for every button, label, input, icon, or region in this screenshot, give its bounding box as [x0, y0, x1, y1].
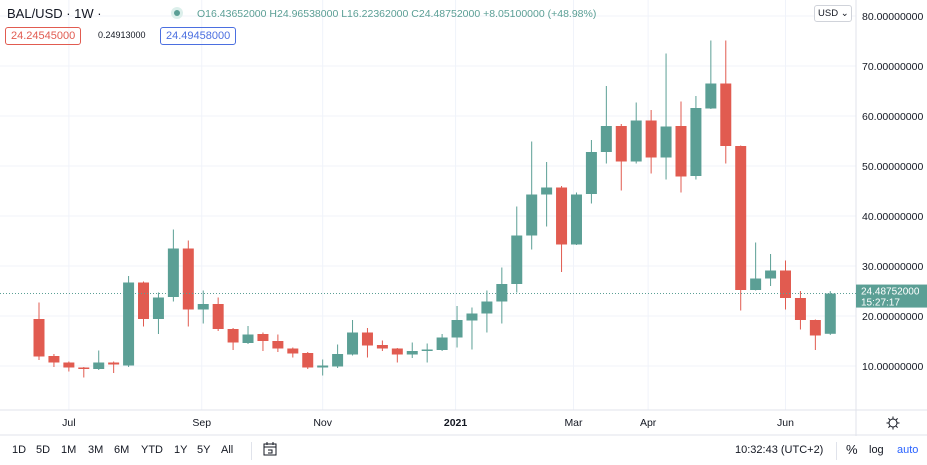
- candle-up[interactable]: [451, 320, 463, 338]
- last-price-badge: [856, 284, 927, 308]
- x-tick-label: Mar: [564, 417, 583, 429]
- candle-up[interactable]: [197, 304, 209, 310]
- bottom-toolbar: 1D 5D 1M 3M 6M YTD 1Y 5Y All 10:32:43 (U…: [0, 436, 927, 465]
- candle-down[interactable]: [391, 348, 403, 355]
- currency-dropdown[interactable]: USD ⌄: [814, 5, 852, 22]
- range-1d[interactable]: 1D: [12, 444, 27, 456]
- candle-up[interactable]: [167, 248, 179, 298]
- x-tick-label: 2021: [444, 417, 468, 429]
- market-status-icon: [171, 7, 183, 19]
- candle-down[interactable]: [720, 83, 732, 147]
- candle-up[interactable]: [123, 282, 135, 366]
- range-5y[interactable]: 5Y: [197, 444, 211, 456]
- range-1y[interactable]: 1Y: [174, 444, 188, 456]
- candle-down[interactable]: [556, 187, 568, 245]
- candle-up[interactable]: [585, 152, 597, 194]
- candle-down[interactable]: [138, 282, 150, 320]
- candle-up[interactable]: [347, 332, 359, 355]
- candle-down[interactable]: [780, 270, 791, 299]
- candle-up[interactable]: [93, 362, 105, 370]
- range-ytd[interactable]: YTD: [141, 444, 163, 456]
- x-tick-label: Jun: [777, 417, 794, 429]
- y-tick-label: 20.00000000: [862, 311, 923, 323]
- y-tick-label: 80.00000000: [862, 11, 923, 23]
- last-price-label: 24.48752000: [861, 287, 920, 298]
- candle-up[interactable]: [152, 297, 164, 320]
- candle-down[interactable]: [182, 248, 194, 310]
- candle-down[interactable]: [257, 334, 269, 341]
- y-tick-label: 30.00000000: [862, 261, 923, 273]
- percent-scale-toggle[interactable]: %: [846, 442, 858, 457]
- go-to-date-icon[interactable]: [263, 441, 277, 460]
- range-all[interactable]: All: [221, 444, 234, 456]
- y-tick-label: 10.00000000: [862, 361, 923, 373]
- ohlc-legend: O16.43652000 H24.96538000 L16.22362000 C…: [197, 8, 597, 20]
- candle-up[interactable]: [317, 365, 329, 368]
- candle-down[interactable]: [376, 345, 388, 349]
- auto-scale-toggle[interactable]: auto: [897, 444, 919, 456]
- candle-down[interactable]: [212, 304, 224, 329]
- candle-down[interactable]: [227, 329, 239, 343]
- range-6m[interactable]: 6M: [114, 444, 130, 456]
- candle-up[interactable]: [600, 126, 612, 152]
- candle-up[interactable]: [765, 270, 777, 279]
- candle-down[interactable]: [615, 126, 627, 162]
- candle-down[interactable]: [675, 126, 687, 177]
- candle-up[interactable]: [630, 120, 642, 162]
- candle-down[interactable]: [33, 319, 45, 357]
- candle-up[interactable]: [511, 235, 523, 285]
- candle-down[interactable]: [645, 120, 657, 158]
- candle-up[interactable]: [824, 293, 836, 334]
- candle-up[interactable]: [570, 194, 582, 245]
- candle-up[interactable]: [690, 108, 702, 176]
- candle-up[interactable]: [242, 334, 254, 344]
- candle-down[interactable]: [361, 332, 373, 346]
- y-tick-label: 40.00000000: [862, 211, 923, 223]
- range-3m[interactable]: 3M: [88, 444, 104, 456]
- y-tick-label: 60.00000000: [862, 111, 923, 123]
- candle-down[interactable]: [78, 367, 90, 370]
- x-tick-label: Sep: [192, 417, 211, 429]
- x-tick-label: Apr: [640, 417, 657, 429]
- symbol-title[interactable]: BAL/USD · 1W ·: [7, 6, 102, 21]
- range-5d[interactable]: 5D: [36, 444, 51, 456]
- candle-up[interactable]: [436, 337, 448, 351]
- candle-down[interactable]: [108, 362, 120, 365]
- x-tick-label: Jul: [62, 417, 75, 429]
- candle-up[interactable]: [705, 83, 717, 109]
- candle-up[interactable]: [332, 354, 344, 367]
- divider: [836, 442, 837, 460]
- candle-up[interactable]: [750, 278, 762, 291]
- y-tick-label: 70.00000000: [862, 61, 923, 73]
- candle-down[interactable]: [794, 298, 806, 320]
- buy-price-button[interactable]: 24.49458000: [160, 27, 237, 45]
- candle-up[interactable]: [541, 187, 553, 195]
- clock-time[interactable]: 10:32:43 (UTC+2): [735, 444, 824, 456]
- divider: [251, 442, 252, 460]
- candle-up[interactable]: [406, 351, 418, 355]
- candle-down[interactable]: [272, 341, 284, 349]
- candle-up[interactable]: [660, 126, 672, 158]
- candle-down[interactable]: [48, 356, 60, 363]
- candle-up[interactable]: [466, 313, 478, 321]
- candle-up[interactable]: [421, 349, 433, 352]
- candlestick-chart[interactable]: 10.00000000 20.00000000 30.00000000 40.0000…: [0, 0, 927, 436]
- spread-value: 0.24913000: [98, 30, 146, 40]
- candle-up[interactable]: [526, 194, 538, 236]
- candle-down[interactable]: [302, 353, 314, 368]
- candle-up[interactable]: [496, 284, 508, 302]
- settings-gear-icon[interactable]: [886, 416, 900, 430]
- candle-down[interactable]: [809, 320, 821, 336]
- sell-price-button[interactable]: 24.24545000: [5, 27, 82, 45]
- candle-down[interactable]: [63, 362, 75, 368]
- candle-up[interactable]: [481, 301, 493, 314]
- range-1m[interactable]: 1M: [61, 444, 77, 456]
- bar-countdown: 15:27:17: [861, 298, 900, 309]
- x-tick-label: Nov: [313, 417, 332, 429]
- candle-down[interactable]: [735, 146, 747, 290]
- y-tick-label: 50.00000000: [862, 161, 923, 173]
- candle-down[interactable]: [287, 348, 299, 354]
- log-scale-toggle[interactable]: log: [869, 444, 884, 456]
